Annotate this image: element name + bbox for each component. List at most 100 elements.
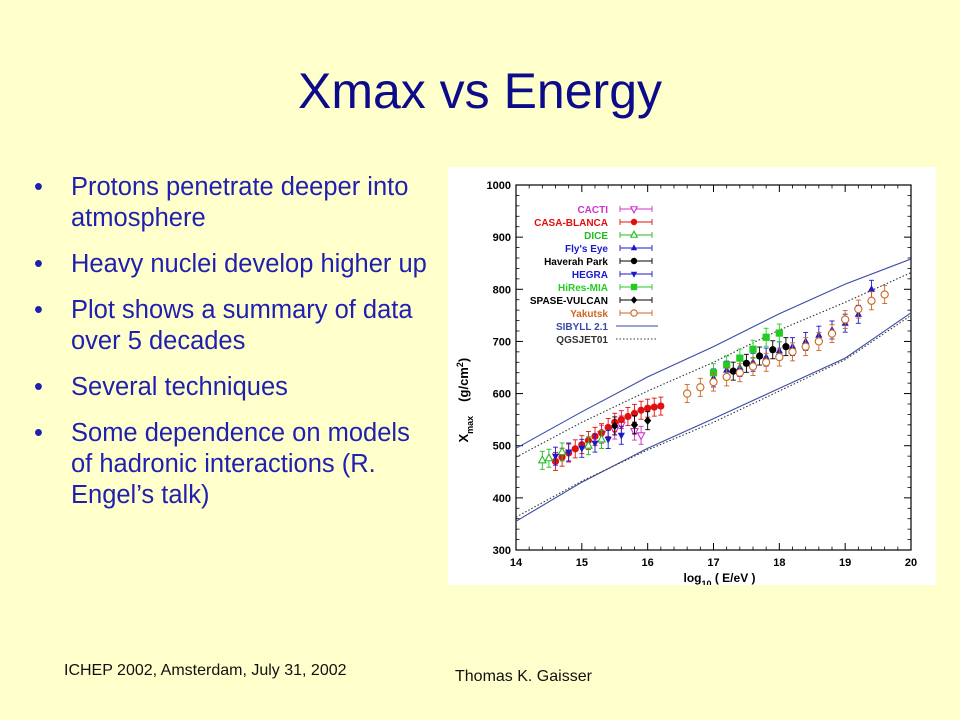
legend-marker bbox=[630, 218, 638, 226]
legend-label: CACTI bbox=[577, 205, 608, 216]
legend-marker bbox=[630, 244, 638, 251]
x-tick-label: 14 bbox=[510, 557, 523, 569]
bullet-item: • Several techniques bbox=[30, 372, 430, 403]
data-point bbox=[644, 404, 652, 412]
bullet-dot: • bbox=[34, 296, 43, 324]
footer-author: Thomas K. Gaisser bbox=[455, 668, 592, 685]
data-point bbox=[650, 403, 658, 411]
data-point bbox=[788, 347, 797, 357]
data-point bbox=[611, 421, 619, 431]
bullet-text: Plot shows a summary of data over 5 deca… bbox=[71, 296, 413, 355]
legend-label: SIBYLL 2.1 bbox=[556, 322, 608, 333]
data-point bbox=[557, 446, 567, 456]
model-curve-lower bbox=[515, 312, 912, 522]
data-point bbox=[854, 304, 863, 314]
data-point bbox=[630, 420, 639, 430]
data-point bbox=[578, 445, 586, 453]
data-point bbox=[782, 343, 790, 351]
y-tick-label: 400 bbox=[493, 493, 511, 505]
data-point bbox=[742, 359, 751, 367]
legend-label: HiRes-MIA bbox=[558, 283, 608, 294]
bullet-dot: • bbox=[34, 250, 43, 278]
data-point bbox=[683, 389, 692, 398]
data-point bbox=[749, 345, 757, 353]
xmax-chart: 14 15 16 17 18 19 20 300 400 500 600 700 800 900 1000 l… bbox=[455, 180, 917, 585]
data-point bbox=[617, 416, 625, 424]
data-point bbox=[762, 333, 770, 341]
y-axis-label: Xmax(g/cm2) bbox=[455, 358, 475, 443]
x-tick-label: 19 bbox=[839, 557, 851, 569]
data-point bbox=[644, 416, 652, 425]
y-tick-label: 500 bbox=[493, 441, 511, 453]
x-axis-label: log10 ( E/eV ) bbox=[684, 571, 756, 585]
legend-marker bbox=[630, 309, 638, 317]
data-point bbox=[636, 432, 646, 441]
data-point bbox=[624, 412, 632, 421]
legend-label: Fly's Eye bbox=[565, 244, 608, 255]
data-point bbox=[736, 354, 744, 362]
bullet-dot: • bbox=[34, 173, 43, 201]
data-point bbox=[709, 377, 718, 387]
x-tick-label: 16 bbox=[642, 557, 654, 569]
data-point bbox=[617, 432, 625, 440]
data-point bbox=[657, 402, 665, 410]
data-point bbox=[722, 372, 731, 382]
data-point bbox=[604, 436, 612, 444]
data-point bbox=[748, 362, 758, 371]
model-curve-lower bbox=[515, 314, 912, 518]
x-tick-label: 18 bbox=[773, 557, 785, 569]
bullet-text: Some dependence on models of hadronic in… bbox=[71, 419, 410, 509]
model-curve-upper bbox=[515, 272, 912, 458]
x-tick-label: 17 bbox=[707, 557, 719, 569]
legend-marker bbox=[629, 230, 639, 238]
data-point bbox=[551, 453, 560, 461]
data-point bbox=[591, 440, 599, 448]
footer-event: ICHEP 2002, Amsterdam, July 31, 2002 bbox=[64, 662, 347, 679]
data-point bbox=[637, 406, 645, 414]
legend-label: SPASE-VULCAN bbox=[530, 296, 608, 307]
data-point bbox=[880, 290, 889, 299]
legend-marker bbox=[630, 283, 638, 291]
bullet-text: Protons penetrate deeper into atmosphere bbox=[71, 173, 409, 232]
data-point bbox=[583, 440, 593, 449]
bullet-dot: • bbox=[34, 373, 43, 401]
legend-marker bbox=[630, 257, 638, 265]
legend-label: HEGRA bbox=[572, 270, 608, 281]
data-point bbox=[544, 452, 554, 462]
data-point bbox=[729, 367, 737, 375]
data-point bbox=[814, 337, 823, 346]
data-point bbox=[827, 329, 837, 338]
bullet-dot: • bbox=[34, 419, 43, 447]
data-point bbox=[565, 449, 573, 457]
data-point bbox=[769, 346, 777, 354]
y-tick-label: 700 bbox=[493, 336, 511, 348]
data-point bbox=[571, 445, 579, 453]
data-point bbox=[841, 315, 850, 324]
data-point bbox=[755, 352, 764, 360]
bullet-item: • Plot shows a summary of data over 5 dec… bbox=[30, 295, 430, 357]
data-point bbox=[696, 383, 705, 392]
legend-label: Yakutsk bbox=[570, 309, 608, 320]
data-point bbox=[537, 454, 547, 464]
legend-label: QGSJET01 bbox=[556, 335, 608, 346]
legend-marker bbox=[629, 206, 639, 214]
bullet-item: • Some dependence on models of hadronic i… bbox=[30, 418, 430, 511]
bullet-text: Heavy nuclei develop higher up bbox=[71, 250, 427, 278]
y-tick-label: 600 bbox=[493, 389, 511, 401]
bullet-item: • Heavy nuclei develop higher up bbox=[30, 249, 430, 280]
legend-label: DICE bbox=[584, 231, 608, 242]
x-tick-label: 20 bbox=[905, 557, 917, 569]
x-tick-label: 15 bbox=[576, 557, 588, 569]
y-tick-label: 800 bbox=[493, 284, 511, 296]
legend-label: Haverah Park bbox=[544, 257, 608, 268]
data-point bbox=[867, 296, 876, 305]
data-point bbox=[867, 285, 876, 292]
slide-title: Xmax vs Energy bbox=[297, 63, 662, 119]
legend-marker bbox=[630, 296, 638, 304]
bullet-list: • Protons penetrate deeper into atmospher… bbox=[30, 172, 430, 526]
bullet-text: Several techniques bbox=[71, 373, 288, 401]
data-point bbox=[762, 358, 771, 367]
y-tick-label: 300 bbox=[493, 545, 511, 557]
legend-marker bbox=[630, 271, 638, 278]
data-point bbox=[775, 329, 783, 337]
